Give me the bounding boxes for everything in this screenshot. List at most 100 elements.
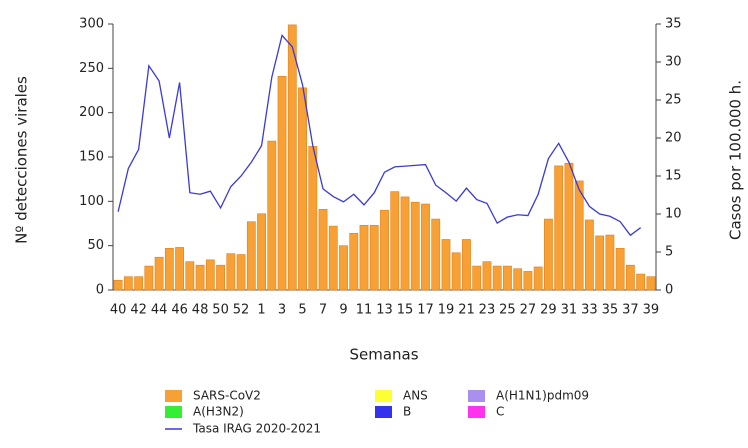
bar [462, 239, 471, 291]
y2-tick-label: 30 [665, 55, 682, 70]
legend-label: A(H1N1)pdm09 [496, 389, 589, 403]
bar [554, 165, 564, 291]
y2-tick-label: 0 [665, 283, 673, 298]
bar [287, 24, 297, 291]
x-tick-label: 3 [278, 303, 286, 318]
x-tick-label: 42 [130, 303, 147, 318]
bar [134, 276, 144, 291]
x-tick-label: 29 [540, 303, 557, 318]
bar [369, 224, 379, 291]
bar [257, 213, 266, 291]
legend-label: Tasa IRAG 2020-2021 [192, 422, 321, 436]
y-axis-label: Nº detecciones virales [13, 76, 31, 244]
x-tick-label: 52 [233, 303, 250, 318]
legend-label: C [496, 405, 504, 419]
bar [503, 265, 512, 291]
bar [605, 234, 615, 291]
legend-label: SARS-CoV2 [193, 389, 261, 403]
bar [164, 248, 174, 291]
y2-axis-label: Casos por 100.000 h. [727, 80, 745, 240]
x-tick-label: 1 [257, 303, 265, 318]
bar [625, 264, 635, 291]
legend-swatch [165, 406, 182, 418]
legend-swatch [165, 390, 182, 402]
bar [216, 264, 225, 291]
bar [339, 245, 348, 291]
y-tick-label: 250 [79, 61, 104, 76]
legend-swatch [468, 390, 485, 402]
y2-tick-label: 5 [665, 245, 673, 260]
x-tick-label: 37 [622, 303, 639, 318]
x-tick-label: 33 [581, 303, 598, 318]
y-tick-label: 0 [96, 283, 104, 298]
bar [390, 191, 400, 291]
bar [308, 146, 318, 291]
y-tick-label: 300 [79, 17, 104, 32]
y2-tick-label: 35 [665, 17, 682, 32]
x-tick-label: 39 [643, 303, 660, 318]
bar [544, 218, 553, 291]
bar [318, 209, 328, 291]
bar [400, 196, 410, 291]
x-tick-label: 13 [376, 303, 393, 318]
y-tick-label: 50 [87, 238, 104, 253]
bar [226, 253, 236, 291]
bar [441, 239, 451, 291]
bar [267, 140, 277, 291]
bar [482, 261, 492, 291]
x-tick-label: 31 [561, 303, 578, 318]
bar [421, 203, 430, 291]
bar [431, 218, 441, 291]
bar [451, 252, 461, 291]
bar [523, 271, 533, 291]
y-tick-label: 150 [79, 150, 104, 165]
bar [533, 266, 543, 291]
y-tick-label: 200 [79, 105, 104, 120]
bar [349, 232, 359, 291]
bar [564, 162, 574, 291]
line [117, 34, 642, 237]
y2-tick-label: 10 [665, 207, 682, 222]
bar [492, 265, 502, 291]
x-tick-label: 25 [499, 303, 516, 318]
bar [472, 265, 482, 291]
bar [175, 247, 184, 291]
bar [328, 225, 338, 291]
legend-swatch [375, 406, 392, 418]
x-tick-label: 15 [397, 303, 414, 318]
x-tick-label: 48 [192, 303, 209, 318]
legend-label: A(H3N2) [193, 405, 244, 419]
x-tick-label: 46 [171, 303, 188, 318]
legend-label: ANS [403, 389, 428, 403]
y2-tick-label: 20 [665, 131, 682, 146]
bar [574, 180, 584, 291]
bar [298, 87, 307, 291]
bar [144, 265, 154, 291]
bar [646, 276, 656, 291]
bar [410, 201, 420, 291]
bar [595, 235, 605, 291]
x-tick-label: 9 [339, 303, 347, 318]
bar [585, 219, 594, 291]
bar [636, 273, 646, 291]
x-tick-label: 35 [602, 303, 619, 318]
bar [615, 248, 625, 291]
x-axis-label: Semanas [349, 346, 418, 364]
bar [513, 268, 523, 291]
y-tick-label: 100 [79, 194, 104, 209]
x-tick-label: 7 [319, 303, 327, 318]
bar [236, 254, 246, 291]
bar [277, 76, 287, 291]
x-tick-label: 40 [110, 303, 127, 318]
bar [185, 261, 195, 291]
x-tick-label: 5 [298, 303, 306, 318]
x-tick-label: 44 [151, 303, 168, 318]
bar [246, 221, 256, 291]
bar [123, 276, 133, 291]
legend-label: B [403, 405, 411, 419]
x-tick-label: 11 [356, 303, 373, 318]
x-tick-label: 50 [212, 303, 229, 318]
bar [195, 264, 205, 291]
legend-swatch [468, 406, 485, 418]
